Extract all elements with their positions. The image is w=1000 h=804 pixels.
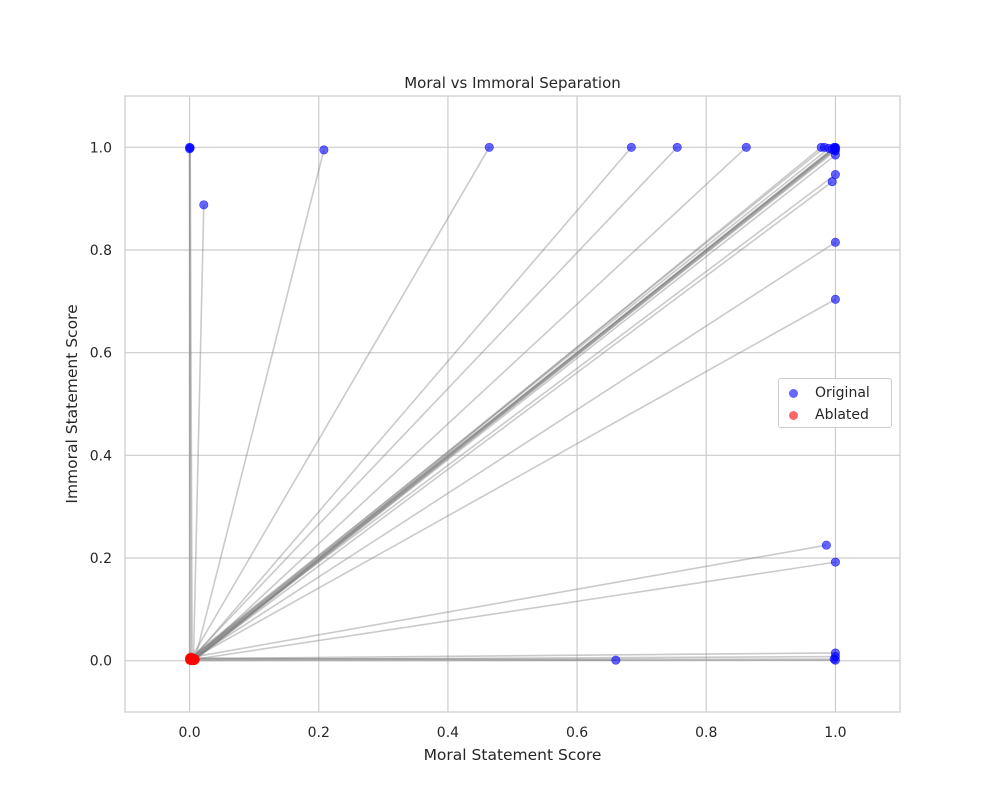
data-point-original — [830, 294, 840, 304]
connector-line — [193, 241, 836, 659]
connector-line — [193, 149, 836, 662]
data-point-original — [626, 142, 636, 152]
connector-line — [194, 146, 822, 661]
connector-line — [191, 298, 836, 660]
connector-line — [189, 146, 678, 661]
connector-line — [193, 146, 747, 660]
x-axis-label: Moral Statement Score — [424, 746, 602, 764]
connector-line — [188, 148, 192, 660]
legend-marker-ablated — [789, 410, 798, 420]
connector-line — [190, 652, 836, 660]
connector-line — [192, 561, 836, 661]
y-tick-label: 0.0 — [90, 654, 112, 670]
data-point-ablated — [187, 653, 197, 663]
data-point-original — [830, 237, 840, 247]
data-point-original — [611, 655, 621, 665]
connector-line — [189, 173, 836, 660]
x-tick-label: 0.8 — [695, 725, 717, 741]
connector-line — [189, 148, 836, 660]
data-point-original — [827, 177, 837, 187]
legend: Original Ablated — [778, 378, 892, 428]
data-point-original — [830, 655, 840, 665]
x-tick-label: 1.0 — [824, 725, 846, 741]
data-point-original — [319, 145, 329, 155]
data-point-original — [821, 540, 831, 550]
legend-item-ablated: Ablated — [789, 405, 869, 425]
connector-line — [191, 181, 833, 662]
y-tick-label: 1.0 — [90, 140, 112, 156]
x-tick-label: 0.0 — [178, 725, 200, 741]
connector-line — [192, 146, 632, 660]
legend-label-ablated: Ablated — [815, 407, 869, 423]
connector-line — [191, 146, 836, 661]
x-tick-label: 0.4 — [437, 725, 459, 741]
connector-line — [191, 148, 833, 659]
connector-lines — [188, 146, 836, 662]
data-point-original — [199, 200, 209, 210]
data-point-original — [830, 150, 840, 160]
data-point-original — [741, 142, 751, 152]
chart-title: Moral vs Immoral Separation — [404, 74, 621, 92]
x-tick-label: 0.2 — [308, 725, 330, 741]
legend-label-original: Original — [815, 385, 870, 401]
legend-marker-original — [789, 388, 798, 398]
y-tick-label: 0.4 — [90, 448, 112, 464]
connector-line — [192, 204, 205, 661]
connector-line — [192, 146, 835, 661]
data-point-original — [830, 557, 840, 567]
connector-line — [190, 147, 830, 658]
tick-labels: 0.0 0.2 0.4 0.6 0.8 1.0 0.0 0.2 0.4 0.6 0.8 1.0 — [90, 140, 847, 741]
x-tick-label: 0.6 — [566, 725, 588, 741]
data-points — [185, 142, 840, 666]
connector-line — [193, 659, 836, 662]
data-point-original — [672, 142, 682, 152]
connector-line — [194, 154, 836, 660]
connector-line — [189, 146, 825, 661]
data-point-original — [484, 142, 494, 152]
connector-line — [190, 544, 827, 659]
connector-line — [193, 149, 325, 661]
connector-line — [190, 150, 836, 662]
y-axis-label: Immoral Statement Score — [63, 304, 81, 503]
connector-line — [192, 147, 836, 662]
y-tick-label: 0.8 — [90, 243, 112, 259]
connector-line — [189, 147, 193, 660]
connector-line — [190, 146, 490, 658]
connector-line — [191, 657, 616, 661]
data-point-original — [185, 143, 195, 153]
y-tick-label: 0.2 — [90, 551, 112, 567]
plot-frame — [124, 95, 901, 713]
y-tick-label: 0.6 — [90, 346, 112, 362]
connector-line — [194, 655, 836, 661]
legend-item-original: Original — [789, 383, 870, 403]
